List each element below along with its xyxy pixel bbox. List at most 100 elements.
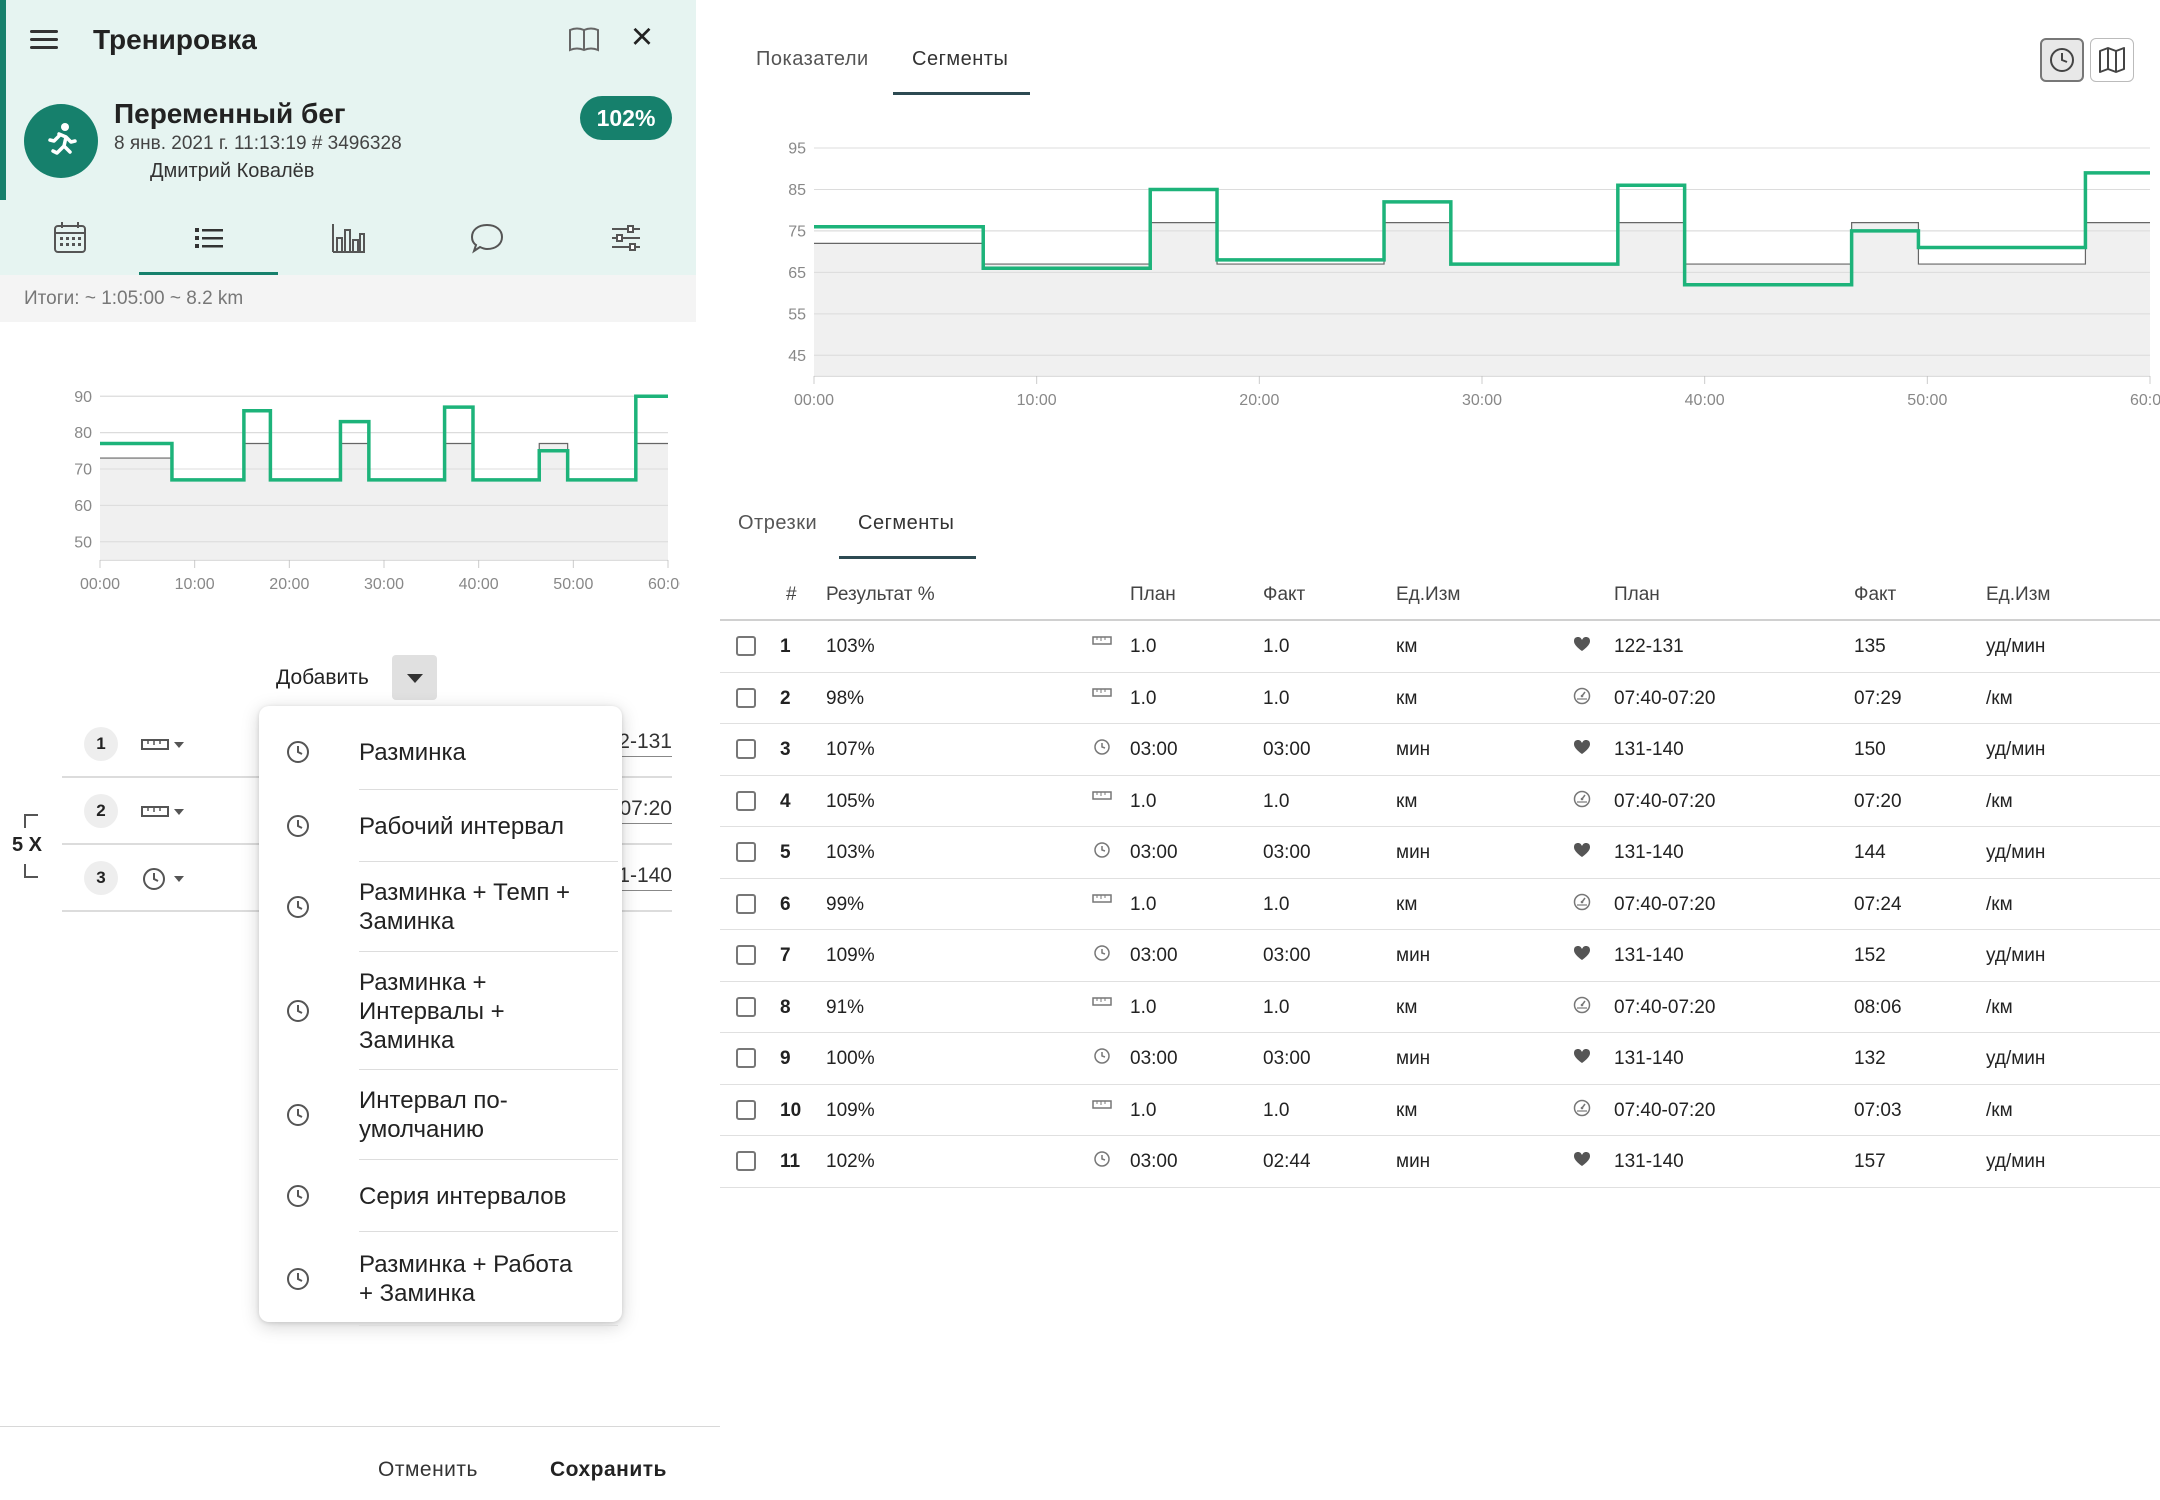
tab-metrics[interactable]: Показатели	[756, 48, 869, 70]
add-menu-item[interactable]: Серия интервалов	[259, 1160, 622, 1232]
col-unit-primary[interactable]: Ед.Изм	[1396, 584, 1461, 605]
row-checkbox[interactable]	[736, 1099, 756, 1120]
add-menu-item[interactable]: Рабочий интервал	[259, 790, 622, 862]
tab-laps[interactable]: Отрезки	[738, 512, 818, 534]
col-fact-primary[interactable]: Факт	[1263, 584, 1306, 605]
row-checkbox[interactable]	[736, 1048, 756, 1068]
plan-line	[100, 442, 668, 481]
add-menu-item[interactable]: Разминка + Темп + Заминка	[259, 862, 622, 952]
tab-settings[interactable]	[556, 200, 695, 275]
menu-icon[interactable]	[24, 20, 64, 60]
cell-fact-secondary: 07:20	[1854, 790, 1902, 812]
col-result[interactable]: Результат %	[826, 584, 935, 605]
step-number: 2	[84, 794, 118, 828]
add-menu-item[interactable]: Разминка + Интервалы + Заминка	[259, 952, 622, 1070]
table-row[interactable]: 6 99% 1.0 1.0 км 07:40-07:20 07:24/км	[720, 879, 2160, 930]
cell-num: 10	[780, 1099, 802, 1121]
repeat-count-label[interactable]: 5 X	[12, 834, 43, 856]
row-checkbox[interactable]	[736, 1151, 756, 1171]
step-type-selector[interactable]	[140, 864, 190, 894]
row-checkbox[interactable]	[736, 842, 756, 862]
tab-table-segments[interactable]: Сегменты	[858, 512, 955, 534]
add-step-label[interactable]: Добавить	[276, 666, 369, 689]
x-tick-label: 50:00	[553, 576, 593, 593]
add-menu-item[interactable]: Разминка	[259, 714, 622, 790]
save-button[interactable]: Сохранить	[550, 1458, 667, 1481]
time-axis-toggle[interactable]	[2040, 38, 2084, 82]
row-checkbox[interactable]	[736, 945, 756, 965]
row-checkbox[interactable]	[736, 790, 756, 811]
add-menu-item[interactable]: Интервал по-умолчанию	[259, 1070, 622, 1160]
add-step-dropdown-button[interactable]	[392, 655, 437, 700]
chat-icon	[470, 223, 504, 254]
clock-icon	[285, 1183, 311, 1214]
step-target-value[interactable]: 07:20	[619, 797, 672, 824]
cell-result: 109%	[826, 1099, 875, 1121]
add-menu-item-label: Заминка	[359, 1026, 455, 1054]
y-tick-label: 90	[74, 389, 92, 406]
heart-icon	[1572, 943, 1592, 968]
map-view-toggle[interactable]	[2090, 38, 2134, 82]
cell-unit-secondary: /км	[1986, 893, 2013, 915]
table-row[interactable]: 11 102% 03:00 02:44 мин 131-140 157 уд/мин	[720, 1136, 2160, 1188]
table-row[interactable]: 7 109% 03:00 03:00 мин 131-140 152 уд/мин	[720, 930, 2160, 982]
tab-comments[interactable]	[417, 200, 556, 275]
plan-area	[814, 222, 2150, 376]
tab-segments[interactable]: Сегменты	[912, 48, 1009, 70]
add-menu-item-label: Интервал по-	[359, 1087, 508, 1114]
cell-fact-primary: 03:00	[1263, 739, 1311, 760]
row-checkbox[interactable]	[736, 996, 756, 1017]
add-step-menu: Разминка Рабочий интервал Разминка + Темп …	[259, 706, 622, 1326]
workout-tabs	[0, 200, 696, 275]
row-checkbox[interactable]	[736, 739, 756, 759]
cell-fact-secondary: 157	[1854, 1151, 1886, 1172]
cell-plan-secondary: 122-131	[1614, 636, 1684, 657]
ruler-icon	[1092, 892, 1112, 911]
row-checkbox[interactable]	[736, 687, 756, 708]
tab-steps[interactable]	[139, 200, 278, 275]
table-row[interactable]: 1 103% 1.0 1.0 км 122-131 135 уд/мин	[720, 621, 2160, 673]
table-row[interactable]: 8 91% 1.0 1.0 км 07:40-07:20 08:06/км	[720, 982, 2160, 1033]
x-tick-label: 00:00	[794, 392, 834, 409]
x-tick-label: 30:00	[1462, 392, 1502, 409]
table-row[interactable]: 2 98% 1.0 1.0 км 07:40-07:20 07:29/км	[720, 673, 2160, 724]
step-target-value[interactable]: 2-131	[618, 730, 672, 757]
cell-plan-primary: 03:00	[1130, 1048, 1178, 1069]
tab-charts[interactable]	[278, 200, 417, 275]
col-num[interactable]: #	[786, 584, 797, 605]
sliders-icon	[612, 225, 640, 251]
table-row[interactable]: 9 100% 03:00 03:00 мин 131-140 132 уд/мин	[720, 1033, 2160, 1085]
ruler-icon	[141, 806, 184, 817]
totals-bar: Итоги: ~ 1:05:00 ~ 8.2 km	[0, 275, 696, 322]
step-type-selector[interactable]	[140, 730, 190, 760]
col-plan-primary[interactable]: План	[1130, 584, 1176, 605]
cell-result: 109%	[826, 945, 875, 966]
table-row[interactable]: 4 105% 1.0 1.0 км 07:40-07:20 07:20/км	[720, 776, 2160, 827]
cell-fact-primary: 1.0	[1263, 893, 1290, 915]
table-row[interactable]: 5 103% 03:00 03:00 мин 131-140 144 уд/мин	[720, 827, 2160, 879]
col-plan-secondary[interactable]: План	[1614, 584, 1660, 605]
menu-divider	[359, 951, 618, 952]
tab-calendar[interactable]	[0, 200, 139, 275]
workout-preview-chart: 90 80 70 60 50 00:00 10:00 20:00 30:00 40:00 50:00…	[74, 389, 680, 593]
step-type-selector[interactable]	[140, 797, 190, 827]
book-icon[interactable]	[566, 22, 602, 58]
col-unit-secondary[interactable]: Ед.Изм	[1986, 584, 2051, 605]
close-icon[interactable]: ×	[630, 16, 654, 58]
cell-unit-primary: км	[1396, 687, 1418, 709]
cell-result: 107%	[826, 739, 875, 760]
row-checkbox[interactable]	[736, 893, 756, 914]
x-tick-label: 40:00	[1685, 392, 1725, 409]
cancel-button[interactable]: Отменить	[378, 1458, 478, 1481]
step-target-value[interactable]: 1-140	[618, 864, 672, 891]
table-row[interactable]: 10 109% 1.0 1.0 км 07:40-07:20 07:03/км	[720, 1085, 2160, 1136]
add-menu-item-label: Рабочий интервал	[359, 812, 565, 840]
cell-fact-primary: 03:00	[1263, 1048, 1311, 1069]
add-menu-item-label: Серия интервалов	[359, 1182, 567, 1210]
add-menu-item[interactable]: Разминка + Работа + Заминка	[259, 1232, 622, 1326]
row-checkbox[interactable]	[736, 636, 756, 656]
cell-unit-primary: км	[1396, 790, 1418, 812]
col-fact-secondary[interactable]: Факт	[1854, 584, 1897, 605]
cell-result: 99%	[826, 893, 865, 915]
table-row[interactable]: 3 107% 03:00 03:00 мин 131-140 150 уд/мин	[720, 724, 2160, 776]
